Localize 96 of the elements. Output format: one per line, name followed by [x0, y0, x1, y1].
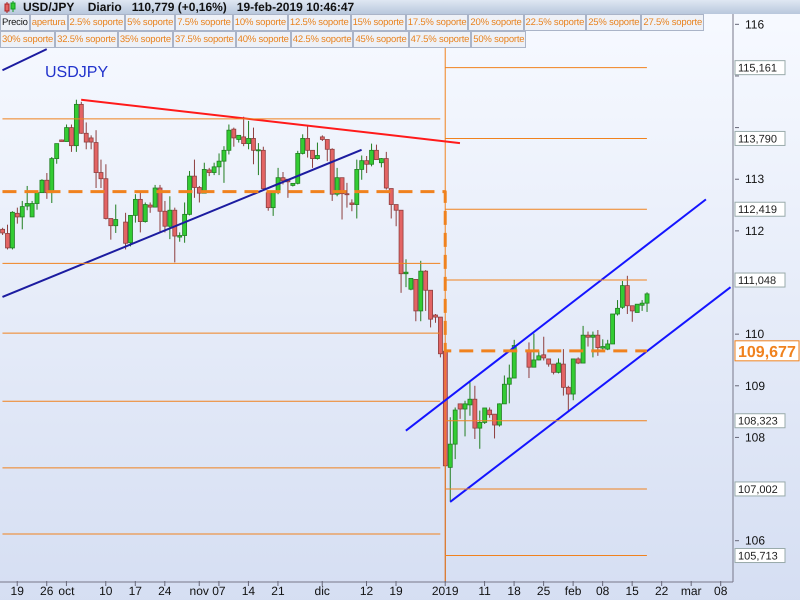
- candlestick: [378, 158, 384, 168]
- candlestick: [246, 120, 251, 150]
- x-tick-label: 08: [714, 584, 728, 598]
- x-tick-label: 07: [212, 584, 226, 598]
- x-tick-label: 25: [536, 584, 551, 598]
- annotation: 20% soporte: [468, 14, 524, 31]
- candlestick: [152, 184, 158, 208]
- candlestick: [64, 124, 69, 142]
- candlestick: [251, 127, 256, 165]
- candlestick: [256, 142, 261, 176]
- x-tick-label: 12: [360, 584, 374, 598]
- candlestick: [270, 192, 276, 216]
- candlestick: [231, 127, 236, 148]
- candlestick: [148, 202, 153, 214]
- x-tick-label: 21: [271, 584, 285, 598]
- annotation: 50% soporte: [471, 31, 526, 48]
- y-tick-label: 116: [745, 17, 764, 32]
- annotation: 15% soporte: [350, 14, 406, 31]
- x-tick-label: oct: [58, 584, 76, 598]
- x-tick-label: feb: [564, 584, 582, 598]
- candlestick: [241, 116, 246, 147]
- y-tick-label: 108: [745, 430, 766, 444]
- x-tick-label: 15: [625, 584, 640, 598]
- annotation: 45% soporte: [353, 31, 409, 48]
- candlestick: [404, 258, 408, 288]
- text: 115,161: [738, 62, 777, 75]
- x-tick-label: 19: [10, 584, 24, 598]
- text: 108,323: [738, 416, 778, 428]
- y-tick-label: 110: [745, 327, 764, 342]
- x-tick-label: 11: [478, 584, 492, 598]
- candlestick: [349, 198, 354, 212]
- annotation: 30% soporte: [0, 31, 56, 48]
- annotation: 22.5% soporte: [524, 14, 586, 31]
- candlestick: [586, 331, 590, 348]
- x-tick-label: 14: [242, 584, 256, 598]
- annotation: 5% soporte: [125, 14, 176, 31]
- x-tick-label: 17: [128, 584, 142, 598]
- annotation: 10% soporte: [232, 14, 288, 31]
- candlestick: [526, 342, 532, 379]
- annotation: 40% soporte: [236, 31, 291, 48]
- candlestick: [595, 330, 600, 356]
- annotation: apertura: [30, 14, 68, 31]
- chart-title: USD/JPY: [23, 0, 74, 14]
- x-tick-label: mar: [680, 584, 702, 598]
- candlestick: [123, 212, 128, 250]
- candlestick: [374, 144, 379, 160]
- annotation: 27.5% soporte: [641, 14, 704, 31]
- text: 113,790: [738, 133, 777, 146]
- x-tick-label: 10: [99, 584, 113, 598]
- candlestick: [620, 280, 625, 310]
- candlestick: [315, 142, 320, 160]
- annotation: Precio: [0, 14, 30, 31]
- y-tick-label: 109: [745, 378, 766, 393]
- x-tick-label: 2019: [432, 584, 459, 598]
- y-tick-label: 106: [745, 534, 766, 548]
- annotation: 32.5% soporte: [55, 31, 118, 48]
- chart-subtitle: Diario 110,779 (+0,16%) 19-feb-2019 10:46:47: [88, 0, 354, 14]
- annotation: 25% soporte: [586, 14, 642, 31]
- x-tick-label: dic: [314, 584, 330, 598]
- x-tick-label: 22: [654, 584, 669, 598]
- y-tick-label: 113: [745, 172, 764, 186]
- text: 111,048: [738, 275, 776, 288]
- candlestick: [458, 403, 462, 420]
- x-tick-label: 24: [158, 584, 172, 598]
- candlestick: [408, 278, 414, 291]
- candlestick: [541, 336, 546, 361]
- x-tick-label: 26: [40, 584, 54, 598]
- text: 112,419: [738, 204, 777, 216]
- annotation: 42.5% soporte: [290, 31, 354, 48]
- candlestick: [14, 207, 20, 224]
- candlestick: [69, 124, 74, 152]
- candlestick: [113, 204, 118, 234]
- x-tick-label: nov: [190, 584, 209, 598]
- text: 107,002: [738, 484, 778, 496]
- annotation: 35% soporte: [118, 31, 173, 48]
- candlestick: [138, 192, 143, 233]
- candlestick: [142, 202, 148, 224]
- candlestick: [369, 143, 374, 167]
- x-tick-label: 18: [507, 584, 522, 598]
- x-tick-label: 08: [596, 584, 610, 598]
- annotation: 47.5% soporte: [408, 31, 472, 48]
- text: 105,713: [738, 550, 778, 563]
- y-tick-label: 112: [745, 224, 764, 238]
- candlestick: [266, 192, 271, 212]
- candlestick: [590, 331, 596, 358]
- candlestick: [364, 156, 370, 174]
- candlestick: [167, 196, 172, 240]
- annotation: 2.5% soporte: [68, 14, 126, 31]
- annotation: 7.5% soporte: [175, 14, 233, 31]
- annotation: 37.5% soporte: [172, 31, 236, 48]
- annotation: USDJPY: [45, 64, 108, 82]
- annotation: 12.5% soporte: [288, 14, 351, 31]
- candlestick: [556, 358, 561, 374]
- x-tick-label: 19: [389, 584, 404, 598]
- annotation: 17.5% soporte: [406, 14, 468, 31]
- text: 109,677: [738, 344, 796, 361]
